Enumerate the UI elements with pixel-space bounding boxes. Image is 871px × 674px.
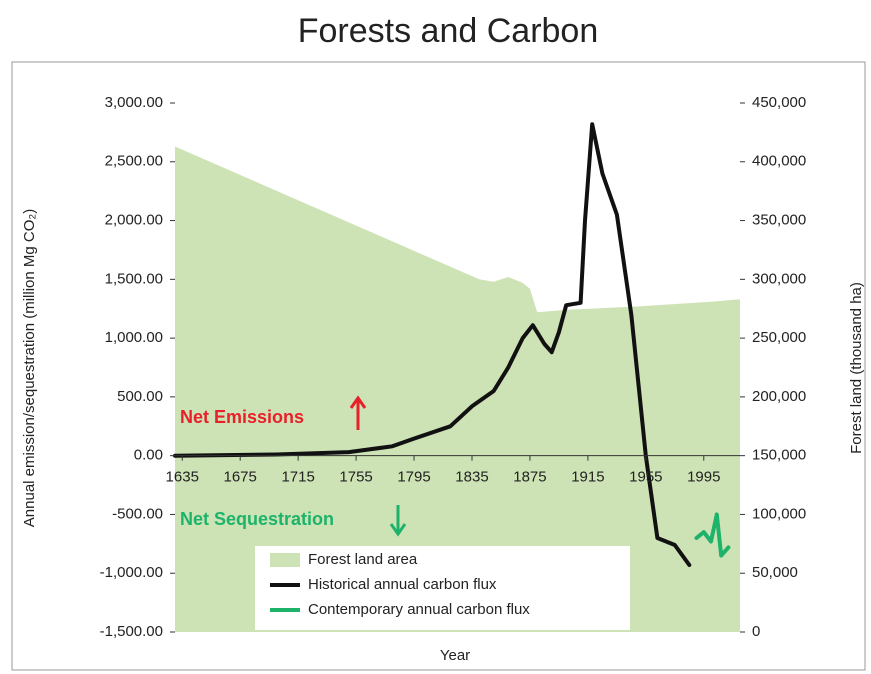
arrow-down <box>389 505 407 537</box>
annotation: Net Sequestration <box>180 509 334 529</box>
x-tick-label: 1955 <box>629 469 662 486</box>
legend-swatch <box>270 553 300 567</box>
arrow-up <box>349 395 367 430</box>
legend: Forest land area Historical annual carbon… <box>255 546 630 630</box>
legend-label: Historical annual carbon flux <box>308 576 497 593</box>
y2-tick-label: 200,000 <box>752 388 806 405</box>
area <box>175 146 740 632</box>
x-tick-label: 1635 <box>166 469 199 486</box>
y2-tick-label: 150,000 <box>752 447 806 464</box>
y2-tick-label: 250,000 <box>752 329 806 346</box>
legend-box <box>255 546 630 630</box>
y-tick-label: 500.00 <box>117 388 163 405</box>
x-tick-label: 1795 <box>397 469 430 486</box>
y2-tick-label: 350,000 <box>752 212 806 229</box>
frame <box>11 61 866 671</box>
x-tick-label: 1875 <box>513 469 546 486</box>
x-axis-label: Year <box>440 647 470 664</box>
legend-label: Forest land area <box>308 551 418 568</box>
x-tick-label: 1715 <box>281 469 314 486</box>
line <box>173 122 692 567</box>
line <box>694 512 731 558</box>
y2-tick-label: 50,000 <box>752 564 798 581</box>
y-tick-label: -1,500.00 <box>100 623 163 640</box>
y-tick-label: -1,000.00 <box>100 564 163 581</box>
y2-tick-label: 300,000 <box>752 270 806 287</box>
y-tick-label: 1,500.00 <box>105 270 163 287</box>
y2-tick-label: 450,000 <box>752 94 806 111</box>
x-tick-label: 1835 <box>455 469 488 486</box>
x-tick-label: 1995 <box>687 469 720 486</box>
y2-tick-label: 100,000 <box>752 505 806 522</box>
y-tick-label: -500.00 <box>112 505 163 522</box>
y2-tick-label: 0 <box>752 623 760 640</box>
y-tick-label: 0.00 <box>134 447 163 464</box>
plot-area <box>173 122 740 632</box>
y-tick-label: 2,000.00 <box>105 212 163 229</box>
legend-label: Contemporary annual carbon flux <box>308 601 530 618</box>
annotation: Net Emissions <box>180 407 304 427</box>
x-tick-label: 1915 <box>571 469 604 486</box>
x-tick-label: 1755 <box>339 469 372 486</box>
y-tick-label: 2,500.00 <box>105 153 163 170</box>
x-tick-label: 1675 <box>224 469 257 486</box>
y2-tick-label: 400,000 <box>752 153 806 170</box>
y-axis-label: Annual emission/sequestration (million M… <box>21 209 38 527</box>
chart-title: Forests and Carbon <box>298 12 599 50</box>
y-tick-label: 1,000.00 <box>105 329 163 346</box>
y2-axis-label: Forest land (thousand ha) <box>848 282 865 454</box>
y-tick-label: 3,000.00 <box>105 94 163 111</box>
